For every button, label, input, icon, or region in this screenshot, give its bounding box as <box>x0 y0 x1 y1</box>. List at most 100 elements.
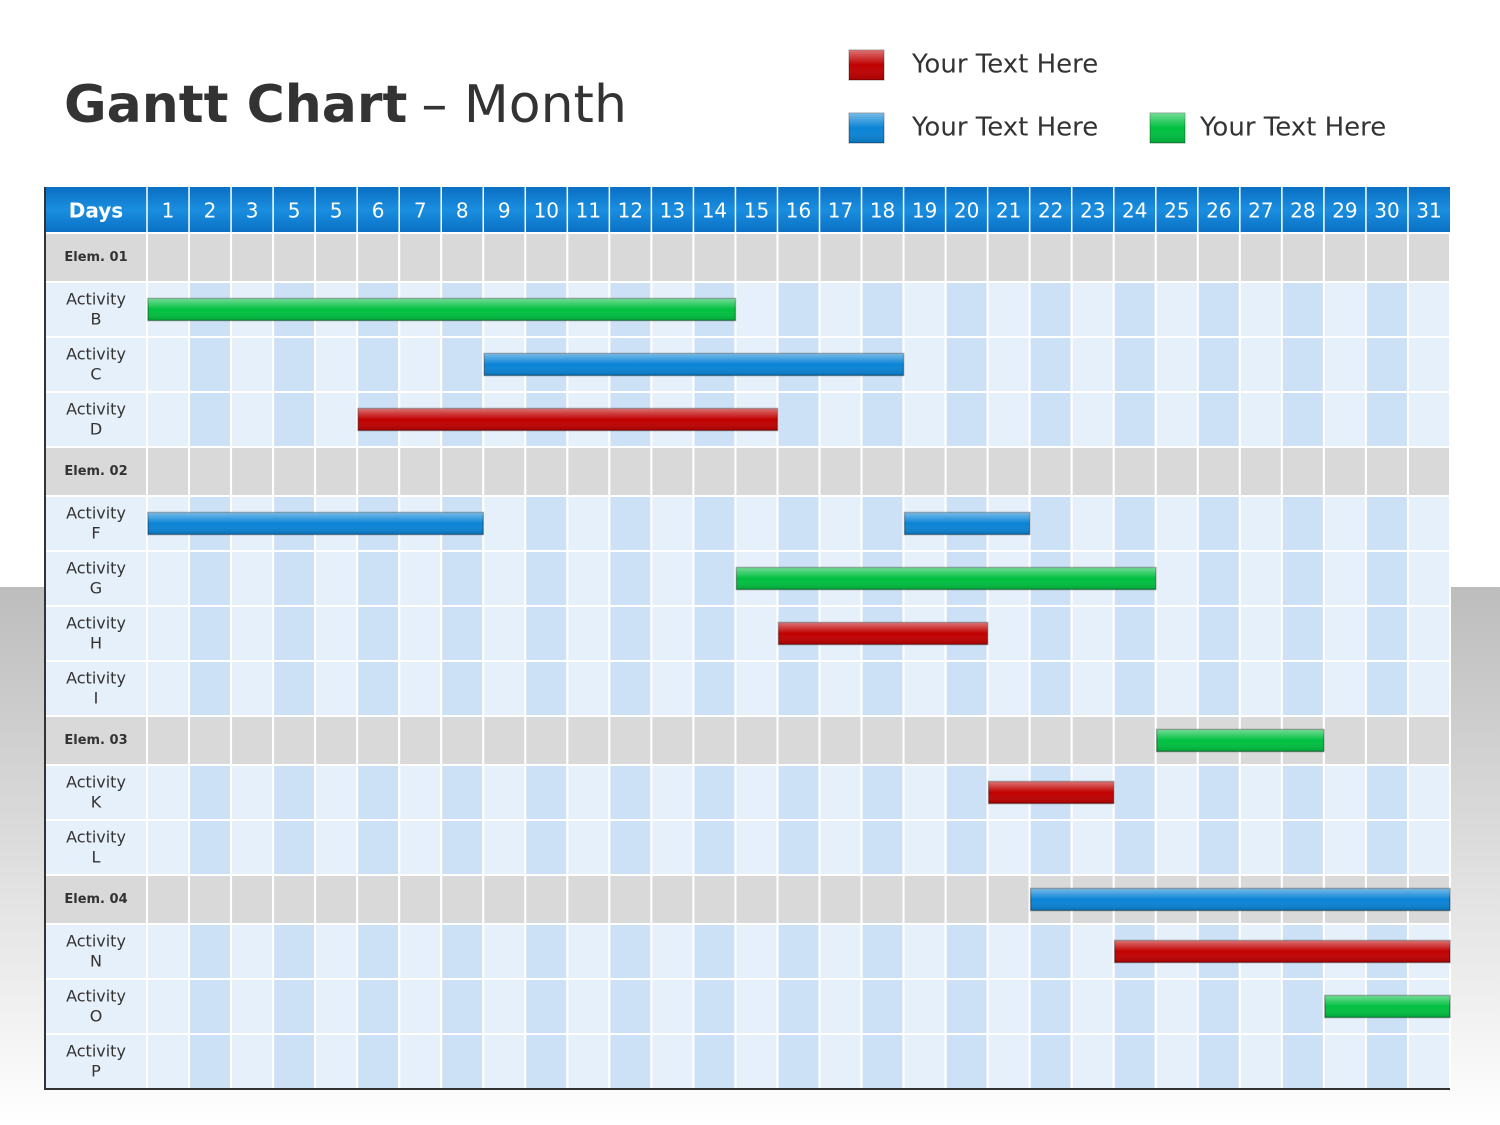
day-cell <box>692 978 737 1035</box>
day-cell <box>566 978 611 1035</box>
day-cell <box>230 1033 275 1090</box>
day-cell <box>1364 495 1409 552</box>
day-cell <box>860 764 905 821</box>
day-cell <box>1280 978 1325 1035</box>
day-cell <box>272 446 317 497</box>
day-cell <box>608 923 653 980</box>
day-cell <box>1322 446 1367 497</box>
day-cell <box>734 281 779 338</box>
day-cell <box>146 660 191 717</box>
day-cell <box>1070 281 1115 338</box>
day-cell <box>1238 819 1283 876</box>
day-cell <box>650 446 695 497</box>
day-cell <box>734 660 779 717</box>
day-cell <box>1196 281 1241 338</box>
day-cell <box>1238 495 1283 552</box>
day-cell <box>818 495 863 552</box>
day-cell <box>1364 281 1409 338</box>
day-cell <box>524 764 569 821</box>
day-cell <box>314 923 359 980</box>
day-cell <box>776 978 821 1035</box>
day-cell <box>1112 978 1157 1035</box>
day-cell <box>1028 336 1073 393</box>
day-cell <box>1196 391 1241 448</box>
day-label: 22 <box>1038 199 1063 223</box>
day-cell <box>650 923 695 980</box>
bar-shine <box>484 353 904 376</box>
day-cell <box>986 660 1031 717</box>
day-cell <box>1238 336 1283 393</box>
bar-shine <box>778 622 988 645</box>
day-cell <box>566 764 611 821</box>
day-cell <box>1406 715 1452 766</box>
day-cell <box>734 1033 779 1090</box>
day-cell <box>482 550 527 607</box>
day-cell <box>398 819 443 876</box>
activity-label: Activity H <box>66 613 126 652</box>
day-cell <box>398 660 443 717</box>
activity-label: Activity F <box>66 503 126 542</box>
day-cell <box>1406 605 1452 662</box>
day-cell <box>314 605 359 662</box>
day-cell <box>1364 764 1409 821</box>
day-cell <box>776 660 821 717</box>
day-cell <box>398 764 443 821</box>
day-cell <box>608 446 653 497</box>
day-cell <box>230 550 275 607</box>
day-cell <box>608 978 653 1035</box>
day-cell <box>1070 923 1115 980</box>
day-cell <box>566 819 611 876</box>
day-cell <box>314 660 359 717</box>
day-cell <box>1364 336 1409 393</box>
day-cell <box>734 819 779 876</box>
day-cell <box>566 923 611 980</box>
day-cell <box>566 446 611 497</box>
day-cell <box>818 232 863 283</box>
day-cell <box>1280 605 1325 662</box>
day-cell <box>440 923 485 980</box>
day-cell <box>902 391 947 448</box>
day-cell <box>1280 1033 1325 1090</box>
day-cell <box>1028 446 1073 497</box>
day-cell <box>566 605 611 662</box>
day-cell <box>986 232 1031 283</box>
day-label: 7 <box>414 199 427 223</box>
activity-label: Activity G <box>66 558 126 597</box>
day-cell <box>734 978 779 1035</box>
group-label-cell <box>44 232 148 283</box>
day-cell <box>1112 715 1157 766</box>
day-cell <box>776 1033 821 1090</box>
day-cell <box>1154 764 1199 821</box>
group-label: Elem. 02 <box>64 464 127 479</box>
day-cell <box>1406 1033 1452 1090</box>
day-cell <box>398 715 443 766</box>
day-cell <box>902 281 947 338</box>
day-cell <box>356 336 401 393</box>
day-cell <box>1406 232 1452 283</box>
day-cell <box>146 764 191 821</box>
day-label: 28 <box>1290 199 1315 223</box>
day-cell <box>1238 605 1283 662</box>
day-cell <box>314 874 359 925</box>
day-cell <box>1196 1033 1241 1090</box>
day-cell <box>944 819 989 876</box>
day-cell <box>188 874 233 925</box>
day-cell <box>650 819 695 876</box>
day-cell <box>482 446 527 497</box>
day-cell <box>1322 336 1367 393</box>
day-cell <box>944 1033 989 1090</box>
day-cell <box>356 923 401 980</box>
day-cell <box>314 336 359 393</box>
day-cell <box>650 764 695 821</box>
day-label: 23 <box>1080 199 1105 223</box>
day-cell <box>776 764 821 821</box>
day-label: 25 <box>1164 199 1189 223</box>
day-cell <box>1154 232 1199 283</box>
day-cell <box>776 715 821 766</box>
day-cell <box>1196 495 1241 552</box>
day-cell <box>188 819 233 876</box>
day-label: 2 <box>204 199 217 223</box>
day-cell <box>1406 446 1452 497</box>
day-cell <box>1112 232 1157 283</box>
day-cell <box>482 923 527 980</box>
